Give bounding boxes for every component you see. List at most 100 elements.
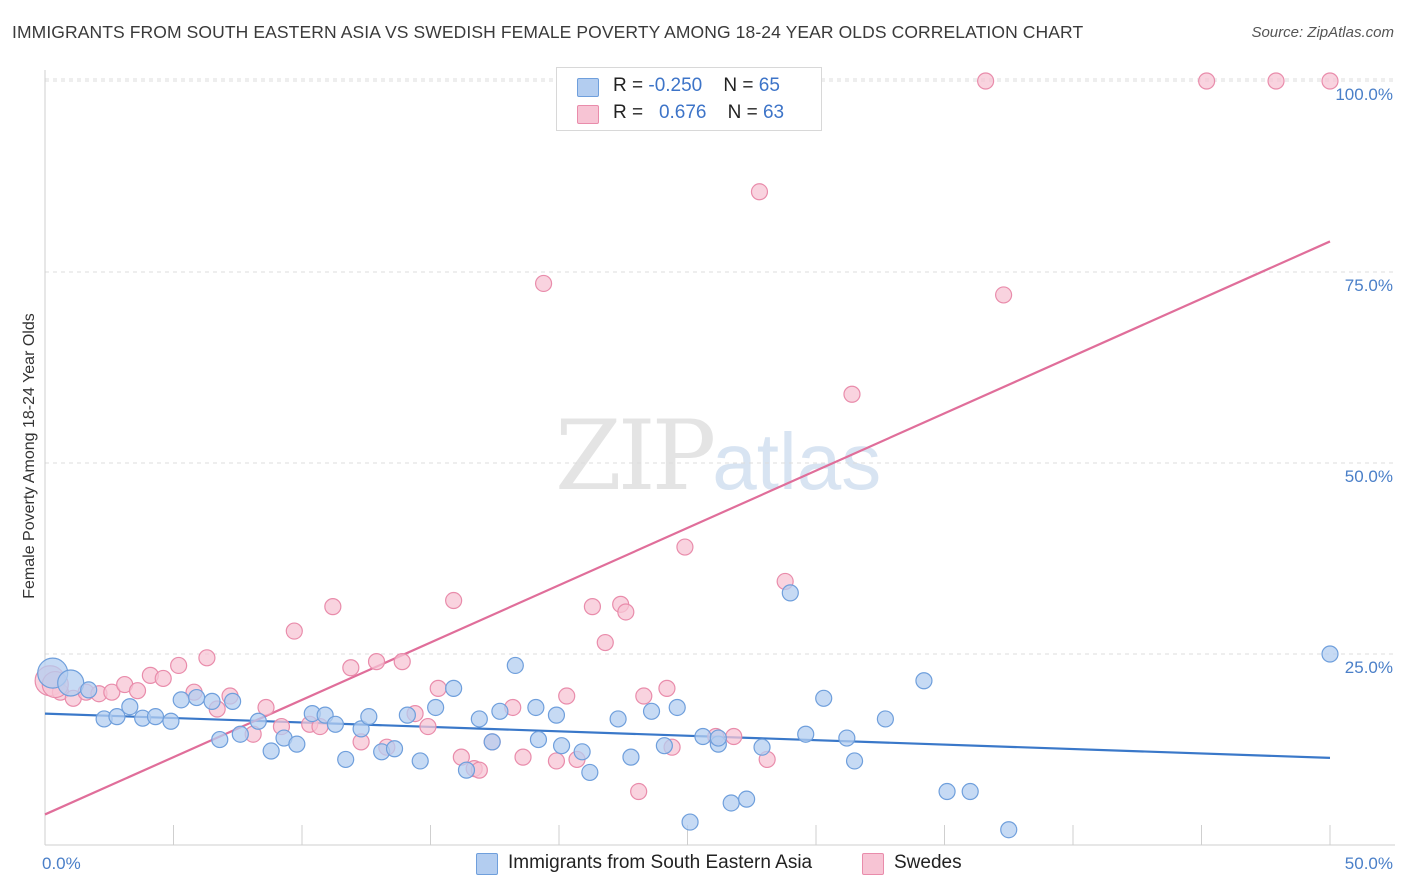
point-immigrants (146, 708, 165, 726)
y-tick-label: 75.0% (1345, 276, 1393, 295)
correlation-legend: R = -0.250 N = 65 R = 0.676 N = 63 (556, 67, 822, 131)
y-tick-label: 25.0% (1345, 658, 1393, 677)
grid-lines (45, 78, 1395, 655)
point-immigrants (1321, 645, 1339, 663)
point-immigrants (753, 738, 771, 756)
source-label: Source: ZipAtlas.com (1251, 24, 1394, 41)
point-immigrants (262, 742, 280, 760)
chart-title: IMMIGRANTS FROM SOUTH EASTERN ASIA VS SW… (12, 22, 1084, 42)
series-label-immigrants: Immigrants from South Eastern Asia (508, 852, 813, 873)
point-swedes (534, 274, 553, 293)
legend-stats-immigrants: R = -0.250 N = 65 (613, 75, 780, 97)
point-immigrants (815, 689, 833, 707)
legend-swatch-pink (577, 105, 599, 124)
x-tick-label: 0.0% (42, 854, 81, 873)
point-immigrants (845, 752, 864, 770)
point-swedes (1321, 72, 1339, 90)
point-swedes (393, 653, 411, 671)
point-swedes (367, 653, 386, 671)
point-immigrants (527, 698, 545, 717)
point-immigrants (57, 669, 85, 697)
point-swedes (547, 752, 566, 770)
point-immigrants (470, 710, 488, 728)
point-immigrants (668, 698, 686, 717)
point-immigrants (609, 710, 627, 728)
point-immigrants (172, 691, 190, 709)
watermark: ZIPatlas (555, 400, 881, 512)
point-immigrants (506, 656, 524, 675)
point-immigrants (694, 727, 712, 746)
point-swedes (154, 669, 172, 688)
n-value: 63 (762, 102, 785, 123)
point-immigrants (581, 763, 599, 782)
point-immigrants (961, 782, 979, 801)
point-swedes (1267, 72, 1285, 90)
point-immigrants (552, 737, 571, 755)
r-value: -0.250 (648, 75, 703, 96)
point-swedes (445, 591, 463, 610)
point-immigrants (738, 790, 756, 808)
point-immigrants (622, 748, 640, 766)
x-tick-label: 50.0% (1345, 854, 1393, 873)
point-swedes (324, 598, 342, 616)
tick-labels: 25.0% 50.0% 75.0% 100.0% 0.0% 50.0% (42, 85, 1393, 873)
point-swedes (630, 782, 648, 801)
watermark-atlas: atlas (712, 417, 882, 506)
y-axis-label: Female Poverty Among 18-24 Year Olds (21, 313, 38, 599)
point-swedes (596, 633, 614, 652)
point-immigrants (326, 715, 345, 733)
point-swedes (750, 183, 769, 201)
point-immigrants (162, 712, 180, 730)
point-swedes (676, 538, 694, 556)
point-immigrants (529, 730, 548, 749)
point-immigrants (483, 733, 501, 751)
point-immigrants (427, 698, 445, 717)
point-immigrants (411, 752, 429, 770)
point-immigrants (547, 706, 566, 724)
series-swatch-blue (476, 853, 498, 875)
legend-swatch-blue (577, 78, 599, 97)
point-immigrants (876, 710, 894, 728)
point-swedes (995, 286, 1013, 304)
point-immigrants (211, 730, 229, 749)
point-immigrants (838, 729, 856, 747)
n-value: 65 (758, 75, 780, 96)
watermark-zip: ZIP (555, 400, 716, 512)
point-immigrants (121, 698, 139, 716)
point-swedes (725, 727, 743, 746)
point-immigrants (352, 720, 370, 738)
r-value: 0.676 (658, 102, 707, 123)
point-immigrants (80, 681, 98, 699)
series-swatch-pink (862, 853, 884, 875)
point-swedes (170, 656, 188, 675)
point-swedes (103, 683, 121, 701)
point-swedes (514, 748, 532, 766)
point-immigrants (573, 743, 591, 761)
point-immigrants (915, 672, 933, 690)
point-swedes (419, 717, 437, 736)
point-immigrants (938, 782, 956, 801)
legend-stats-swedes: R = 0.676 N = 63 (613, 102, 784, 124)
point-immigrants (491, 702, 509, 720)
point-swedes (558, 687, 576, 705)
point-immigrants (1000, 821, 1018, 839)
data-points (34, 72, 1339, 839)
point-immigrants (224, 692, 242, 710)
series-label-swedes: Swedes (894, 852, 962, 873)
r-label: R = (613, 75, 649, 96)
point-immigrants (445, 679, 463, 697)
point-swedes (285, 622, 303, 640)
point-swedes (342, 659, 360, 677)
r-label: R = (613, 102, 649, 123)
point-swedes (198, 649, 216, 667)
point-immigrants (288, 735, 306, 753)
point-immigrants (231, 725, 249, 743)
point-swedes (658, 679, 676, 697)
point-swedes (583, 598, 602, 616)
point-immigrants (655, 737, 673, 755)
point-immigrants (188, 688, 206, 707)
point-immigrants (722, 794, 740, 812)
point-immigrants (337, 750, 355, 769)
point-immigrants (457, 761, 476, 779)
